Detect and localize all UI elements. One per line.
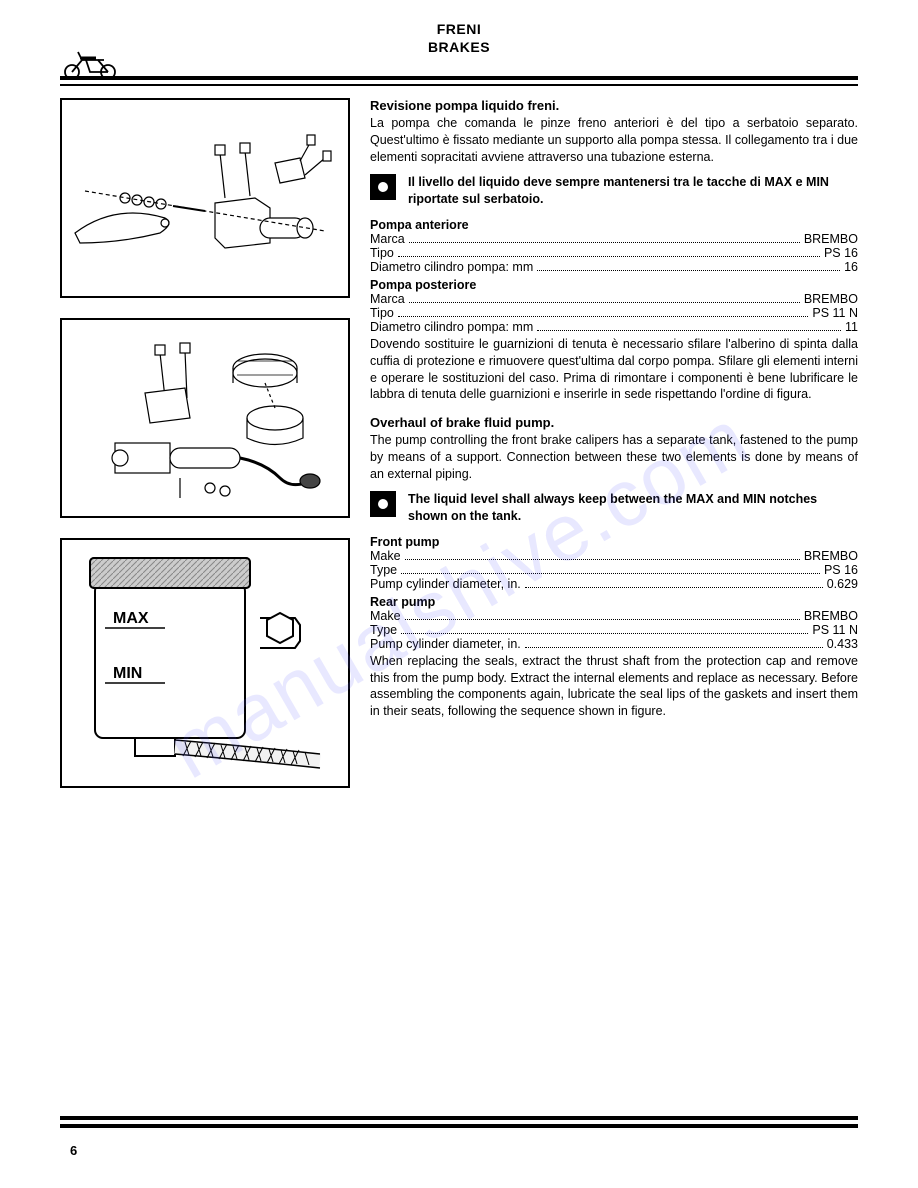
note-text-en: The liquid level shall always keep betwe… [408, 491, 858, 525]
spec-line: Pump cylinder diameter, in. 0.629 [370, 577, 858, 591]
spec-value: BREMBO [804, 292, 858, 306]
spec-label: Marca [370, 292, 405, 306]
spec-line: Type PS 11 N [370, 623, 858, 637]
spec-value: BREMBO [804, 549, 858, 563]
spec-label: Marca [370, 232, 405, 246]
spec-line: Diametro cilindro pompa: mm 11 [370, 320, 858, 334]
spec-label: Type [370, 623, 397, 637]
spec-value: 0.433 [827, 637, 858, 651]
header-title-line1: FRENI [60, 20, 858, 38]
motorcycle-icon [60, 48, 120, 83]
leader-dots [409, 242, 800, 243]
page-number: 6 [70, 1143, 77, 1158]
section-title-it: Revisione pompa liquido freni. [370, 98, 858, 113]
spec-line: Diametro cilindro pompa: mm 16 [370, 260, 858, 274]
spec-line: Marca BREMBO [370, 292, 858, 306]
leader-dots [398, 256, 820, 257]
note-row-it: Il livello del liquido deve sempre mante… [370, 174, 858, 208]
spec-line: Type PS 16 [370, 563, 858, 577]
leader-dots [405, 559, 800, 560]
outro-para-en: When replacing the seals, extract the th… [370, 653, 858, 721]
content-area: MAX MIN Revisione pompa liquido freni. L… [60, 98, 858, 808]
spec-value: PS 11 N [812, 623, 858, 637]
spec-title-front-en: Front pump [370, 535, 858, 549]
page-header: FRENI BRAKES [60, 20, 858, 56]
spec-title-rear-it: Pompa posteriore [370, 278, 858, 292]
spec-label: Tipo [370, 246, 394, 260]
leader-dots [398, 316, 809, 317]
outro-para-it: Dovendo sostituire le guarnizioni di ten… [370, 336, 858, 404]
spec-label: Type [370, 563, 397, 577]
figure-front-pump-exploded [60, 98, 350, 298]
intro-para-en: The pump controlling the front brake cal… [370, 432, 858, 483]
spec-value: PS 16 [824, 246, 858, 260]
spec-line: Pump cylinder diameter, in. 0.433 [370, 637, 858, 651]
spec-title-front-it: Pompa anteriore [370, 218, 858, 232]
header-title-line2: BRAKES [60, 38, 858, 56]
horizontal-rule-bottom [60, 1116, 858, 1128]
spec-label: Make [370, 609, 401, 623]
leader-dots [525, 647, 823, 648]
spec-value: 16 [844, 260, 858, 274]
horizontal-rule [60, 76, 858, 86]
spec-line: Make BREMBO [370, 549, 858, 563]
section-title-en: Overhaul of brake fluid pump. [370, 415, 858, 430]
tank-max-label: MAX [113, 610, 149, 627]
leader-dots [401, 573, 820, 574]
spec-label: Pump cylinder diameter, in. [370, 577, 521, 591]
note-text-it: Il livello del liquido deve sempre mante… [408, 174, 858, 208]
spec-value: 11 [845, 320, 858, 334]
leader-dots [537, 270, 840, 271]
spec-value: BREMBO [804, 232, 858, 246]
spec-line: Tipo PS 16 [370, 246, 858, 260]
figure-reservoir-min-max: MAX MIN [60, 538, 350, 788]
spec-label: Tipo [370, 306, 394, 320]
spec-line: Make BREMBO [370, 609, 858, 623]
spec-value: BREMBO [804, 609, 858, 623]
spec-label: Diametro cilindro pompa: mm [370, 320, 533, 334]
spec-title-rear-en: Rear pump [370, 595, 858, 609]
spec-line: Marca BREMBO [370, 232, 858, 246]
spec-label: Pump cylinder diameter, in. [370, 637, 521, 651]
spec-value: PS 16 [824, 563, 858, 577]
figure-rear-pump-exploded [60, 318, 350, 518]
spec-label: Diametro cilindro pompa: mm [370, 260, 533, 274]
intro-para-it: La pompa che comanda le pinze freno ante… [370, 115, 858, 166]
leader-dots [409, 302, 800, 303]
spec-label: Make [370, 549, 401, 563]
leader-dots [401, 633, 808, 634]
note-row-en: The liquid level shall always keep betwe… [370, 491, 858, 525]
note-icon [370, 491, 396, 517]
text-column: Revisione pompa liquido freni. La pompa … [370, 98, 858, 808]
leader-dots [525, 587, 823, 588]
spec-value: 0.629 [827, 577, 858, 591]
leader-dots [405, 619, 800, 620]
spec-line: Tipo PS 11 N [370, 306, 858, 320]
leader-dots [537, 330, 841, 331]
tank-min-label: MIN [113, 665, 142, 682]
note-icon [370, 174, 396, 200]
figures-column: MAX MIN [60, 98, 350, 808]
spec-value: PS 11 N [812, 306, 858, 320]
